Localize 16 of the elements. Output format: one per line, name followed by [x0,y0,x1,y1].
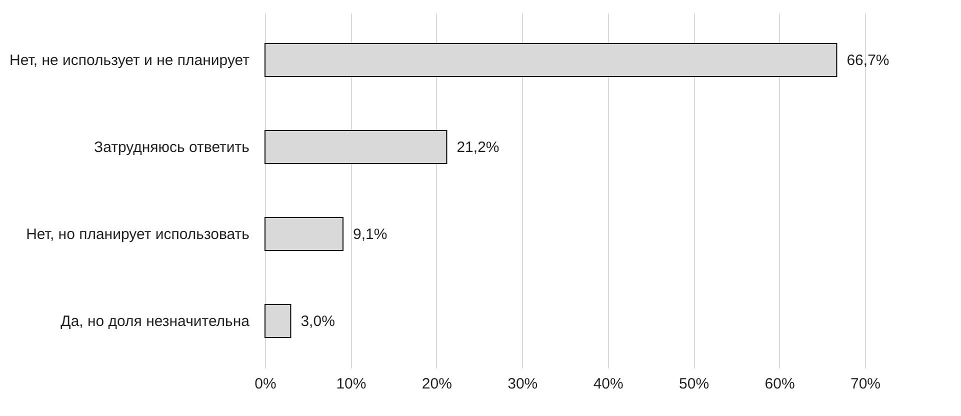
y-tick-label: Нет, но планирует использовать [26,226,250,244]
x-tick-label: 60% [764,376,795,392]
x-tick-label: 70% [850,376,881,392]
y-tick-label: Нет, не использует и не планирует [10,52,250,69]
data-label: 3,0% [300,313,335,330]
data-label: 9,1% [353,226,388,244]
x-tick-label: 50% [679,376,710,392]
x-tick-label: 10% [336,376,366,392]
x-tick-label: 30% [508,376,538,392]
x-tick-label: 0% [254,376,276,392]
data-label: 66,7% [846,52,890,69]
y-tick-label: Затрудняюсь ответить [94,138,250,156]
x-tick-label: 40% [593,376,624,392]
y-tick-label: Да, но доля незначительна [60,313,250,330]
x-tick-label: 20% [422,376,452,392]
data-label: 21,2% [456,138,500,156]
